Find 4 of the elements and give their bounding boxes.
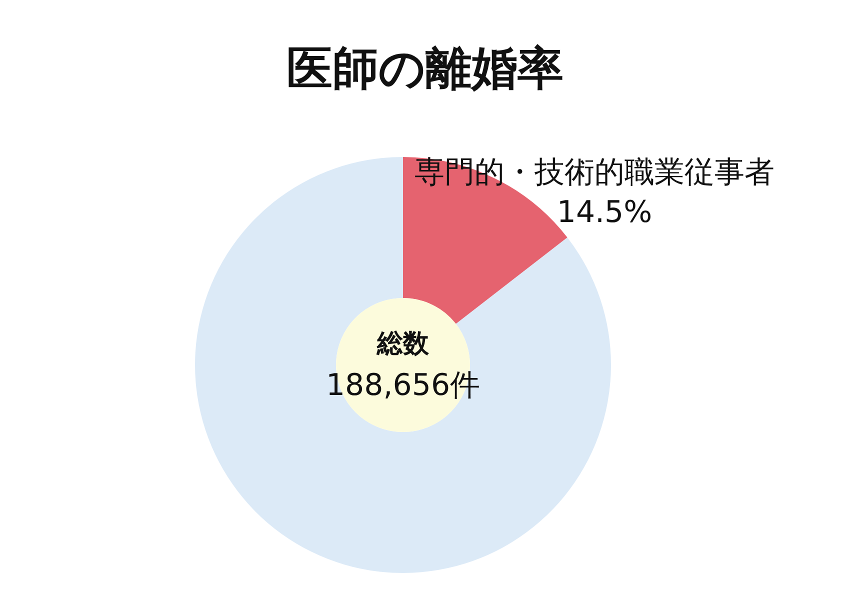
chart-title: 医師の離婚率 [286,40,564,97]
text: 総数 [375,328,430,361]
data-label: 14.5% [556,195,652,230]
text: 188,656件 [324,367,482,405]
